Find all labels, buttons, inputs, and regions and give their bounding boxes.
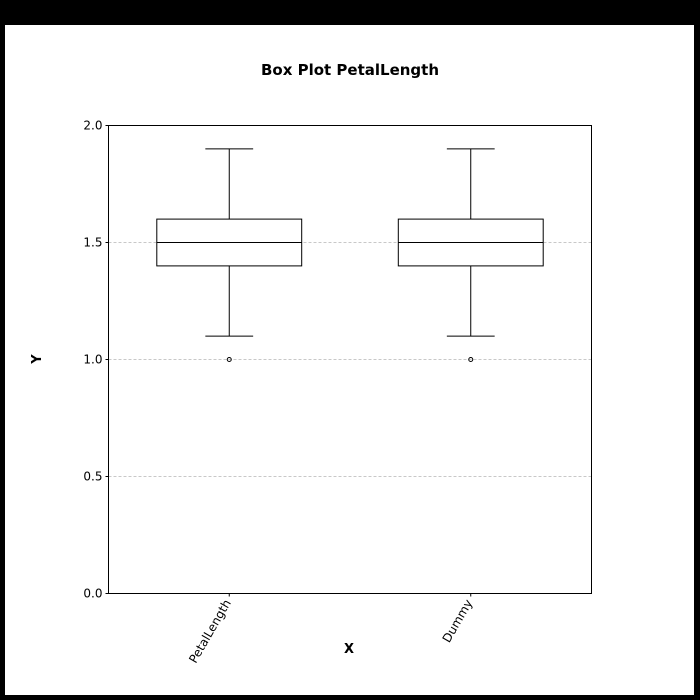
- chart-frame: Box Plot PetalLength 0.0 0.5 1.0 1.5 2.0 Pet…: [5, 25, 694, 695]
- y-tick-label: 1.0: [83, 353, 102, 367]
- box-series: [156, 148, 544, 362]
- chart-title: Box Plot PetalLength: [261, 61, 439, 79]
- y-tick-label: 0.5: [83, 470, 102, 484]
- box-plot-chart: Box Plot PetalLength 0.0 0.5 1.0 1.5 2.0 Pet…: [30, 61, 592, 665]
- x-axis-label: X: [344, 642, 354, 657]
- y-tick-label: 1.5: [83, 236, 102, 250]
- outlier-point: [226, 357, 232, 362]
- x-tick-label: Dummy: [440, 597, 476, 645]
- grid-lines: [108, 242, 592, 477]
- y-tick-label: 2.0: [83, 119, 102, 133]
- y-tick-label: 0.0: [83, 587, 102, 601]
- x-tick-label: PetalLength: [186, 597, 234, 665]
- y-axis-label: Y: [30, 354, 45, 365]
- box-dummy: [397, 148, 544, 362]
- x-axis-ticks: PetalLength Dummy: [186, 593, 476, 665]
- outlier-point: [468, 357, 474, 362]
- y-axis-ticks: 0.0 0.5 1.0 1.5 2.0: [83, 119, 109, 601]
- box-petallength: [156, 148, 303, 362]
- plot-area-border: [108, 125, 592, 594]
